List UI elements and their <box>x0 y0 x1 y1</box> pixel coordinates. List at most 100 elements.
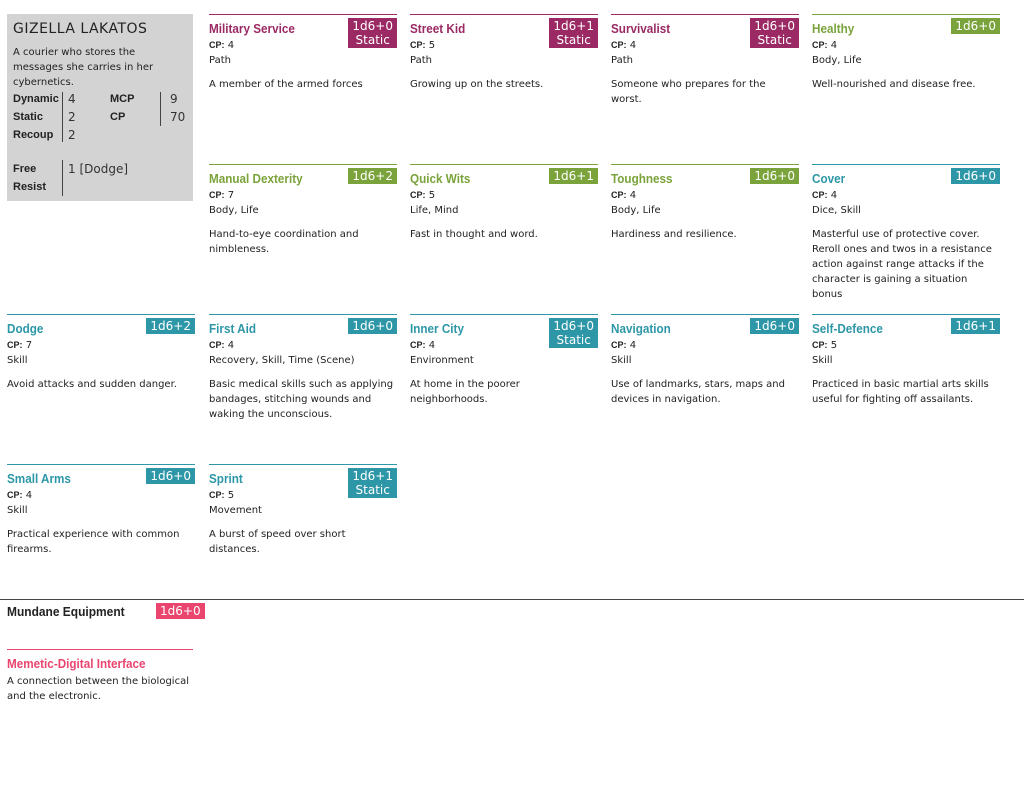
cp-label: CP: <box>209 40 225 50</box>
dice-badge: 1d6+0 <box>146 468 195 484</box>
card-description: Growing up on the streets. <box>410 79 544 90</box>
card-rule <box>410 14 598 15</box>
character-description: A courier who stores the messages she ca… <box>13 47 154 88</box>
dice-value: 1d6+0 <box>754 19 795 33</box>
card-tags: Skill <box>7 355 28 366</box>
card-tags: Skill <box>812 355 833 366</box>
dice-badge: 1d6+1 <box>951 318 1000 334</box>
dice-badge: 1d6+0 <box>750 318 799 334</box>
static-tag: Static <box>556 333 591 347</box>
card-title: Small Arms <box>7 471 71 486</box>
dice-badge: 1d6+0 <box>348 318 397 334</box>
card-description: Practical experience with common firearm… <box>7 529 180 555</box>
card-tags: Skill <box>611 355 632 366</box>
character-name: GIZELLA LAKATOS <box>13 21 148 37</box>
card-cp: CP: 4 <box>410 340 435 351</box>
card-cp: CP: 4 <box>7 490 32 501</box>
cp-value: 5 <box>428 190 436 201</box>
card-rule <box>209 164 397 165</box>
card-cp: CP: 5 <box>812 340 837 351</box>
cp-value: 4 <box>629 340 637 351</box>
card-cp: CP: 4 <box>812 40 837 51</box>
static-value: 2 <box>68 110 76 124</box>
cp-value: 4 <box>830 40 838 51</box>
card-description: Use of landmarks, stars, maps and device… <box>611 379 785 405</box>
card-title: Toughness <box>611 171 673 186</box>
dice-badge: 1d6+0 Static <box>348 18 397 48</box>
cp-value: 5 <box>830 340 838 351</box>
card-tags: Skill <box>7 505 28 516</box>
dice-value: 1d6+1 <box>352 469 393 483</box>
cp-value: 4 <box>227 40 235 51</box>
card-title: Sprint <box>209 471 243 486</box>
card-cp: CP: 5 <box>209 490 234 501</box>
card-title: Street Kid <box>410 21 466 36</box>
card-cp: CP: 4 <box>611 340 636 351</box>
equipment-divider <box>0 599 1024 600</box>
card-rule <box>209 14 397 15</box>
cp-label: CP: <box>7 340 23 350</box>
cp-label: CP: <box>7 490 23 500</box>
dynamic-label: Dynamic <box>13 93 59 105</box>
dice-badge: 1d6+2 <box>348 168 397 184</box>
dice-badge: 1d6+1 Static <box>549 18 598 48</box>
card-title: Self-Defence <box>812 321 883 336</box>
card-tags: Environment <box>410 355 474 366</box>
cp-label: CP: <box>410 340 426 350</box>
cp-value: 4 <box>227 340 235 351</box>
card-tags: Life, Mind <box>410 205 459 216</box>
card-description: At home in the poorer neighborhoods. <box>410 379 520 405</box>
card-cp: CP: 5 <box>410 40 435 51</box>
card-description: Practiced in basic martial arts skills u… <box>812 379 989 405</box>
mcp-label: MCP <box>110 93 135 105</box>
card-description: Well-nourished and disease free. <box>812 79 976 90</box>
dice-badge: 1d6+1 Static <box>348 468 397 498</box>
cp-value: 4 <box>629 40 637 51</box>
stats-divider <box>62 92 63 142</box>
card-tags: Recovery, Skill, Time (Scene) <box>209 355 355 366</box>
cp-value: 4 <box>830 190 838 201</box>
free-resist-value: 1 [Dodge] <box>68 162 129 176</box>
card-rule <box>611 14 799 15</box>
card-rule <box>7 314 195 315</box>
card-rule <box>410 314 598 315</box>
dice-value: 1d6+0 <box>553 319 594 333</box>
mcp-value: 9 <box>170 92 178 106</box>
card-rule <box>611 314 799 315</box>
card-cp: CP: 4 <box>209 340 234 351</box>
card-tags: Path <box>611 55 633 66</box>
card-rule <box>209 314 397 315</box>
card-rule <box>812 14 1000 15</box>
card-cp: CP: 4 <box>209 40 234 51</box>
static-tag: Static <box>757 33 792 47</box>
cp-value: 7 <box>227 190 235 201</box>
card-tags: Body, Life <box>611 205 661 216</box>
card-title: Quick Wits <box>410 171 471 186</box>
character-summary: GIZELLA LAKATOS A courier who stores the… <box>7 14 193 201</box>
cp-label: CP: <box>611 40 627 50</box>
dice-badge: 1d6+1 <box>549 168 598 184</box>
static-tag: Static <box>556 33 591 47</box>
card-title: Navigation <box>611 321 671 336</box>
stats-divider <box>62 160 63 196</box>
card-description: A burst of speed over short distances. <box>209 529 346 555</box>
card-title: Healthy <box>812 21 855 36</box>
card-tags: Path <box>410 55 432 66</box>
card-title: First Aid <box>209 321 257 336</box>
card-rule <box>611 164 799 165</box>
cp-value: 4 <box>428 340 436 351</box>
card-title: Survivalist <box>611 21 671 36</box>
dice-badge: 1d6+0 Static <box>549 318 598 348</box>
recoup-label: Recoup <box>13 129 54 141</box>
card-cp: CP: 7 <box>209 190 234 201</box>
cp-value: 5 <box>428 40 436 51</box>
card-title: Inner City <box>410 321 464 336</box>
cp-label: CP <box>110 111 126 123</box>
equipment-item-rule <box>7 649 193 650</box>
cp-value: 7 <box>25 340 33 351</box>
equipment-dice-badge: 1d6+0 <box>156 603 205 619</box>
card-description: Basic medical skills such as applying ba… <box>209 379 394 420</box>
cp-value: 70 <box>170 110 186 124</box>
cp-value: 4 <box>629 190 637 201</box>
equipment-item-title: Memetic-Digital Interface <box>7 656 146 671</box>
